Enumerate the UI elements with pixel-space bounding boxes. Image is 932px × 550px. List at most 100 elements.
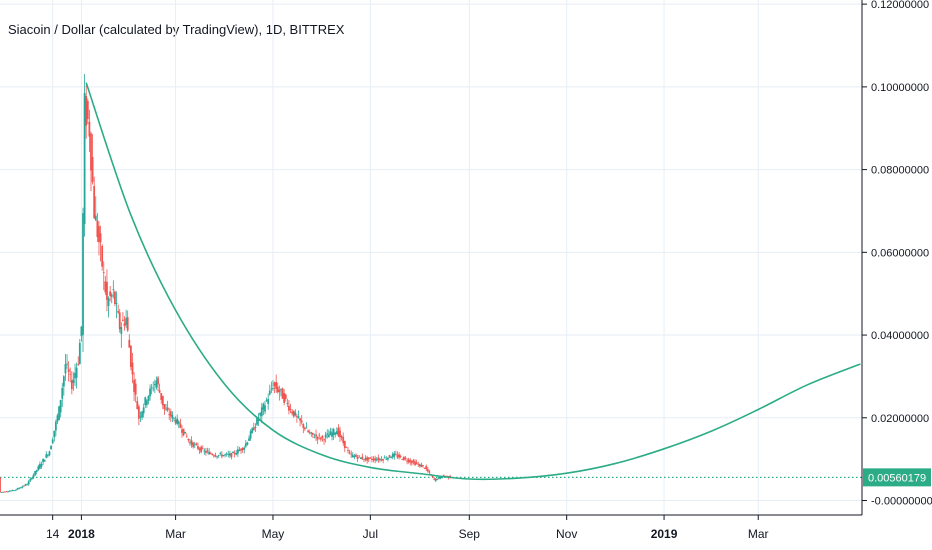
candle-body: [265, 399, 268, 401]
x-tick-label: 2018: [68, 527, 95, 541]
candle-body: [385, 458, 388, 460]
candle-body: [361, 456, 364, 460]
candle-body: [155, 380, 158, 388]
candle-body: [64, 364, 67, 374]
candle-body: [80, 326, 83, 337]
candle-body: [29, 478, 32, 481]
candle-body: [45, 454, 48, 458]
candle-body: [67, 369, 70, 373]
x-tick-label: Mar: [748, 527, 769, 541]
y-axis: 0.12000000 0.10000000 0.08000000 0.06000000…: [861, 0, 932, 515]
candle-body: [431, 475, 434, 478]
candle-body: [288, 405, 290, 411]
x-tick-label: 14: [46, 527, 60, 541]
candle-body: [104, 281, 107, 293]
candle-body: [115, 303, 118, 305]
candle-body: [197, 445, 199, 449]
candle-body: [69, 373, 72, 375]
candle-body: [283, 393, 286, 403]
candle-body: [415, 462, 418, 464]
candle-body: [313, 437, 316, 439]
candle-body: [195, 443, 198, 445]
candle-body: [401, 459, 404, 460]
candle-body: [262, 403, 265, 410]
candle-body: [168, 414, 171, 416]
candle-body: [141, 411, 143, 418]
current-price-text: 0.00560179: [868, 472, 926, 484]
candle-body: [241, 448, 244, 451]
plot-area[interactable]: [0, 74, 862, 493]
candle-body: [0, 492, 3, 493]
candle-body: [66, 363, 68, 365]
candle-body: [50, 445, 52, 450]
candle-body: [158, 390, 161, 393]
candle-body: [442, 475, 445, 477]
candle-body: [10, 490, 13, 492]
candle-body: [441, 477, 444, 479]
candle-body: [294, 412, 297, 416]
candle-body: [417, 464, 420, 465]
candle-body: [114, 291, 116, 305]
candle-body: [193, 444, 196, 446]
candle-body: [296, 415, 298, 417]
candle-body: [91, 157, 94, 182]
candle-body: [332, 429, 335, 435]
candle-body: [182, 428, 185, 436]
candle-body: [243, 447, 246, 450]
candle-body: [259, 412, 262, 416]
candle-body: [187, 438, 190, 441]
candle-body: [7, 491, 9, 493]
candle-body: [418, 464, 421, 466]
candle-body: [43, 459, 46, 462]
candle-body: [34, 470, 37, 476]
candle-body: [94, 215, 97, 221]
candle-body: [334, 432, 337, 435]
y-tick-label: -0.00000000: [871, 496, 932, 508]
candle-body: [120, 327, 123, 334]
candle-body: [374, 458, 377, 461]
candle-body: [152, 388, 155, 390]
candle-body: [209, 453, 212, 454]
candle-body: [46, 455, 49, 456]
candle-body: [412, 460, 415, 463]
candle-body: [300, 420, 303, 423]
candle-body: [276, 386, 279, 393]
candle-body: [260, 407, 263, 417]
candle-body: [256, 417, 258, 425]
candle-body: [201, 448, 204, 450]
y-tick-label: 0.10000000: [871, 82, 929, 94]
candle-body: [244, 443, 247, 447]
candle-body: [359, 457, 362, 459]
candle-body: [233, 452, 236, 454]
candle-body: [53, 430, 56, 438]
candle-body: [88, 121, 91, 137]
candle-body: [307, 430, 309, 433]
candle-body: [26, 484, 29, 486]
candle-body: [150, 387, 153, 388]
candle-body: [5, 491, 8, 493]
candle-body: [305, 427, 308, 429]
candle-body: [394, 454, 397, 455]
candle-body: [371, 459, 373, 461]
x-axis: 14 2018 Mar May Jul Sep Nov 2019 Mar: [0, 514, 862, 541]
candle-body: [273, 382, 276, 386]
candle-body: [436, 478, 439, 480]
candle-body: [126, 317, 129, 331]
candle-body: [425, 466, 428, 470]
candle-body: [149, 388, 151, 397]
fitted-curve: [85, 82, 861, 481]
x-tick-label: Sep: [459, 527, 481, 541]
candle-body: [363, 459, 365, 460]
candle-body: [11, 489, 14, 491]
candle-body: [19, 487, 22, 489]
candle-body: [228, 453, 231, 456]
candle-body: [353, 455, 356, 458]
current-price-badge: [863, 468, 931, 487]
candle-body: [272, 388, 274, 389]
candle-body: [224, 454, 226, 456]
candle-body: [2, 491, 5, 493]
candle-body: [74, 372, 76, 379]
candle-body: [398, 454, 400, 458]
candle-body: [393, 453, 396, 457]
